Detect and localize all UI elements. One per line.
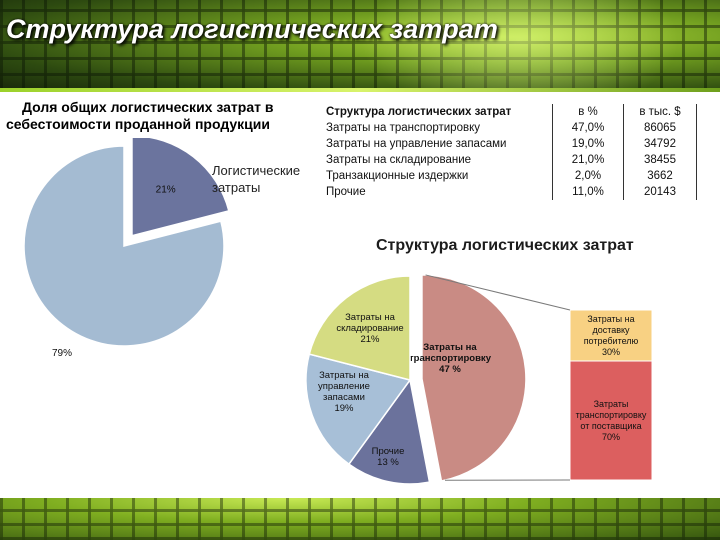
table-row: Транзакционные издержки 2,0% 3662 <box>322 168 697 184</box>
table-cell-percent: 21,0% <box>552 152 624 168</box>
table-cell-amount: 38455 <box>623 152 697 168</box>
table-header-name: Структура логистических затрат <box>322 104 553 120</box>
right-pie-data-label: Прочие 13 % <box>372 446 405 468</box>
table-cell-amount: 34792 <box>623 136 697 152</box>
right-pie-slice <box>305 353 412 466</box>
right-chart-title: Структура логистических затрат <box>376 237 634 254</box>
table-cell-name: Затраты на транспортировку <box>322 120 553 136</box>
right-pie-slice <box>347 378 431 485</box>
table-cell-amount: 20143 <box>623 184 697 200</box>
header-glow <box>360 0 680 92</box>
table-cell-percent: 2,0% <box>552 168 624 184</box>
stacked-bar-segment <box>569 360 653 481</box>
table-row: Затраты на складирование 21,0% 38455 <box>322 152 697 168</box>
header-accent-bar <box>0 88 720 92</box>
table-cell-name: Затраты на складирование <box>322 152 553 168</box>
left-chart-title-line-1: Доля общих логистических затрат в <box>22 99 274 115</box>
left-pie-slice <box>23 145 225 347</box>
left-legend-line-2: затраты <box>212 180 261 195</box>
table-row: Затраты на транспортировку 47,0% 86065 <box>322 120 697 136</box>
table-cell-amount: 3662 <box>623 168 697 184</box>
right-pie-data-label: Затраты на управление запасами 19% <box>318 370 370 414</box>
table-row: Затраты на управление запасами 19,0% 347… <box>322 136 697 152</box>
table-cell-percent: 47,0% <box>552 120 624 136</box>
page-title: Структура логистических затрат <box>6 14 498 44</box>
left-chart-title-line-2: себестоимости проданной продукции <box>6 116 270 132</box>
left-legend-line-1: Логистические <box>212 163 301 178</box>
table-header-amount: в тыс. $ <box>623 104 697 120</box>
table-cell-name: Транзакционные издержки <box>322 168 553 184</box>
table-header-row: Структура логистических затрат в % в тыс… <box>322 104 697 120</box>
left-pie-chart: 21% 79% <box>23 138 230 359</box>
table-cell-name: Затраты на управление запасами <box>322 136 553 152</box>
left-pie-slice <box>131 138 230 237</box>
table-cell-name: Прочие <box>322 184 553 200</box>
stacked-bar-label: Затраты транспортировку от поставщика 70% <box>576 399 647 442</box>
table-cell-percent: 19,0% <box>552 136 624 152</box>
header-banner: Структура логистических затрат <box>0 0 720 92</box>
left-pie-data-label: 79% <box>52 348 72 359</box>
right-pie-slice <box>308 275 411 381</box>
table-header-percent: в % <box>552 104 624 120</box>
cost-structure-table: Структура логистических затрат в % в тыс… <box>322 104 697 200</box>
table-cell-amount: 86065 <box>623 120 697 136</box>
stacked-bar-label: Затраты на доставку потребителю 30% <box>584 314 639 357</box>
right-pie-slice <box>421 274 527 482</box>
right-pie-data-label: Затраты на транспортировку 47 % <box>409 342 492 375</box>
table-row: Прочие 11,0% 20143 <box>322 184 697 200</box>
right-pie-chart: Затраты на транспортировку 47 % Прочие 13 % З… <box>305 274 653 485</box>
footer-circuit-pattern <box>0 498 720 540</box>
table-cell-percent: 11,0% <box>552 184 624 200</box>
connector-line <box>425 274 571 311</box>
footer-banner <box>0 498 720 540</box>
left-pie-data-label: 21% <box>156 184 176 195</box>
right-pie-data-label: Затраты на складирование 21% <box>336 312 403 345</box>
